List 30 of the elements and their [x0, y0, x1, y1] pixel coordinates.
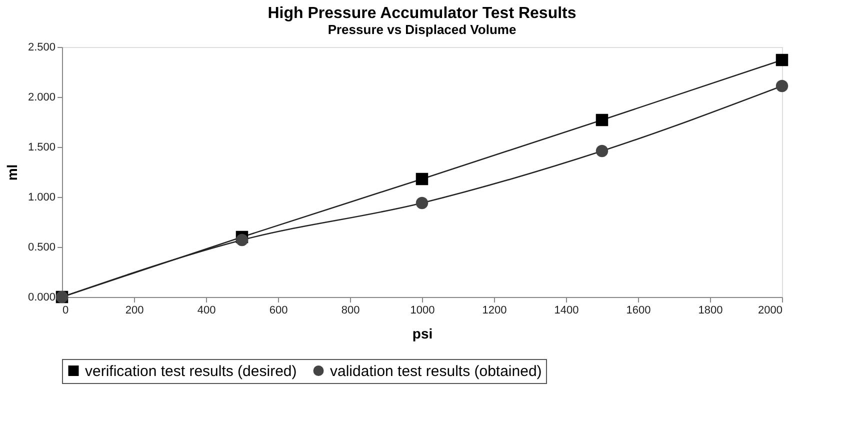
- x-tick-label: 0: [62, 304, 69, 316]
- x-tick-label: 1800: [698, 304, 723, 316]
- x-tick-label: 1600: [626, 304, 651, 316]
- y-tick-label: 2.000: [28, 92, 56, 104]
- legend-label: validation test results (obtained): [330, 362, 542, 380]
- point: [416, 196, 428, 210]
- y-tick-label: 0.500: [28, 242, 56, 254]
- x-tick-label: 200: [125, 304, 144, 316]
- x-axis-title: psi: [412, 326, 433, 342]
- y-tick-label: 1.000: [28, 192, 56, 204]
- x-tick-label: 800: [341, 304, 360, 316]
- point: [416, 172, 428, 186]
- y-tick-label: 1.500: [28, 142, 56, 154]
- x-tick-label: 1400: [554, 304, 579, 316]
- x-tick-label: 2000: [758, 304, 782, 316]
- point: [776, 54, 788, 66]
- x-tick-label: 400: [197, 304, 216, 316]
- legend-label: verification test results (desired): [85, 362, 297, 380]
- chart-title: High Pressure Accumulator Test Results: [268, 5, 576, 22]
- y-axis-title: ml: [4, 164, 20, 181]
- x-tick-label: 600: [269, 304, 288, 316]
- x-tick-label: 1200: [482, 304, 507, 316]
- point: [596, 114, 608, 126]
- chart-subtitle: Pressure vs Displaced Volume: [328, 22, 516, 37]
- y-tick-label: 2.500: [28, 42, 56, 54]
- point: [236, 234, 248, 246]
- y-tick-label: 0.000: [28, 292, 56, 304]
- x-tick-label: 1000: [410, 304, 435, 316]
- point: [776, 80, 788, 92]
- point: [596, 144, 608, 158]
